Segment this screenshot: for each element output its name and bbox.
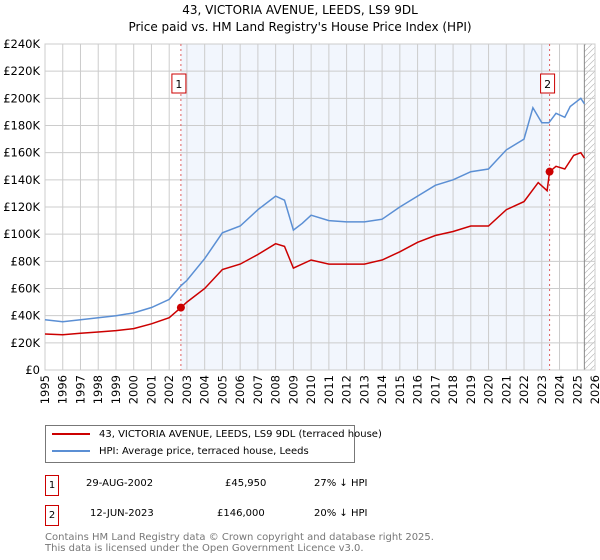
x-tick-label: 2007	[251, 375, 265, 404]
x-tick-label: 2025	[570, 375, 584, 404]
price-chart: 1995 1996 1997 1998 1999 2000 2001 2002 2003 2004…	[3, 37, 600, 404]
title: 43, VICTORIA AVENUE, LEEDS, LS9 9DL	[182, 3, 418, 17]
x-tick-label: 2026	[588, 375, 600, 404]
y-tick-label: £220K	[3, 64, 40, 78]
footer-line-1: Contains HM Land Registry data © Crown c…	[45, 532, 434, 543]
sale-point	[176, 303, 185, 312]
x-tick-label: 2004	[198, 375, 212, 404]
y-tick-label: £160K	[3, 146, 40, 160]
x-tick-label: 2005	[215, 375, 229, 404]
x-tick-label: 2012	[340, 375, 354, 404]
x-tick-label: 2008	[269, 375, 283, 404]
x-tick-label: 2014	[375, 375, 389, 404]
x-tick-label: 2011	[322, 375, 336, 404]
legend-item-property: 43, VICTORIA AVENUE, LEEDS, LS9 9DL (ter…	[52, 427, 382, 443]
y-tick-label: £200K	[3, 91, 40, 105]
x-tick-label: 1995	[38, 375, 52, 404]
x-tick-label: 2006	[233, 375, 247, 404]
x-tick-label: 2019	[464, 375, 478, 404]
sale-point	[545, 167, 554, 176]
x-tick-label: 2015	[393, 375, 407, 404]
x-tick-label: 1996	[56, 375, 70, 404]
legend-label: HPI: Average price, terraced house, Leed…	[99, 446, 309, 457]
x-tick-label: 2003	[180, 375, 194, 404]
series-line	[44, 97, 586, 323]
annotation-label: 2	[544, 78, 551, 91]
x-tick-label: 2009	[286, 375, 300, 404]
y-tick-label: £60K	[11, 282, 41, 296]
legend-label: 43, VICTORIA AVENUE, LEEDS, LS9 9DL (ter…	[99, 429, 382, 440]
chart-title: 43, VICTORIA AVENUE, LEEDS, LS9 9DL Pric…	[0, 2, 600, 36]
red-line-swatch	[52, 433, 90, 435]
x-tick-label: 2017	[428, 375, 442, 404]
annotation-box	[540, 73, 556, 94]
blue-line-swatch	[52, 450, 90, 452]
x-tick-label: 2016	[411, 375, 425, 404]
y-tick-label: £20K	[11, 336, 41, 350]
x-tick-label: 2024	[553, 375, 567, 404]
x-tick-label: 2018	[446, 375, 460, 404]
sale-delta: 20% ↓ HPI	[314, 508, 368, 519]
y-tick-label: £120K	[3, 200, 40, 214]
x-tick-label: 1998	[91, 375, 105, 404]
sale-delta: 27% ↓ HPI	[314, 478, 368, 489]
y-tick-label: £0	[25, 363, 40, 377]
plot-border	[44, 43, 596, 371]
footer-line-2: This data is licensed under the Open Gov…	[45, 543, 364, 554]
annotation-label: 1	[175, 78, 182, 91]
x-tick-label: 1999	[109, 375, 123, 404]
x-tick-label: 2000	[127, 375, 141, 404]
sale-price: £146,000	[217, 508, 265, 519]
y-tick-label: £180K	[3, 119, 40, 133]
x-tick-label: 2020	[482, 375, 496, 404]
sale-badge: 2	[45, 505, 59, 526]
sale-badge: 1	[45, 475, 59, 496]
x-tick-label: 2002	[162, 375, 176, 404]
x-tick-label: 1997	[73, 375, 87, 404]
y-tick-label: £40K	[11, 309, 41, 323]
x-tick-label: 2021	[499, 375, 513, 404]
y-tick-label: £140K	[3, 173, 40, 187]
footer: Contains HM Land Registry data © Crown c…	[45, 532, 434, 554]
y-tick-label: £100K	[3, 227, 40, 241]
annotation-box	[171, 73, 187, 94]
legend: 43, VICTORIA AVENUE, LEEDS, LS9 9DL (ter…	[45, 425, 382, 463]
x-tick-label: 2010	[304, 375, 318, 404]
y-tick-label: £80K	[11, 254, 41, 268]
sale-date: 29-AUG-2002	[86, 478, 154, 489]
x-tick-label: 2023	[535, 375, 549, 404]
x-tick-label: 2022	[517, 375, 531, 404]
sale-row: 1 29-AUG-2002 £45,950 27% ↓ HPI	[45, 475, 445, 496]
x-tick-label: 2013	[357, 375, 371, 404]
series-line	[44, 151, 586, 336]
sale-price: £45,950	[225, 478, 267, 489]
sale-row: 2 12-JUN-2023 £146,000 20% ↓ HPI	[45, 505, 445, 526]
x-tick-label: 2001	[144, 375, 158, 404]
sale-date: 12-JUN-2023	[90, 508, 154, 519]
y-tick-label: £240K	[3, 37, 40, 51]
legend-item-hpi: HPI: Average price, terraced house, Leed…	[52, 444, 309, 460]
subtitle: Price paid vs. HM Land Registry's House …	[128, 20, 472, 34]
